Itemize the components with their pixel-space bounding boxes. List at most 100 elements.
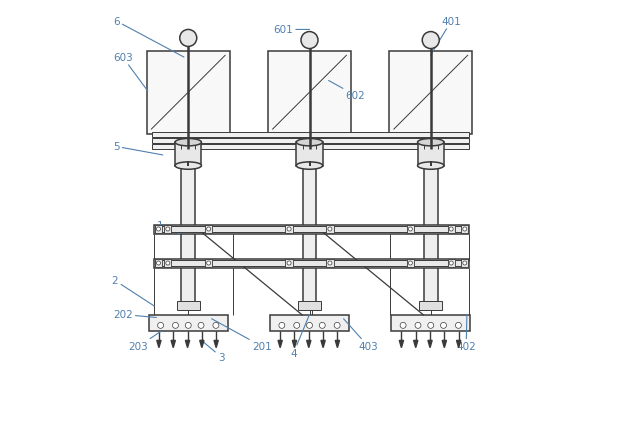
Bar xyxy=(177,301,200,310)
Circle shape xyxy=(207,227,210,231)
Circle shape xyxy=(279,322,285,329)
Text: 601: 601 xyxy=(274,25,310,35)
Bar xyxy=(155,227,468,233)
Text: 401: 401 xyxy=(431,17,461,56)
Bar xyxy=(407,260,414,267)
Circle shape xyxy=(306,322,313,329)
Bar xyxy=(149,316,228,332)
Ellipse shape xyxy=(418,163,444,170)
Circle shape xyxy=(287,261,291,265)
Bar xyxy=(419,301,442,310)
Ellipse shape xyxy=(297,163,322,170)
Bar xyxy=(181,162,195,306)
Circle shape xyxy=(409,227,412,231)
Circle shape xyxy=(173,322,178,329)
Circle shape xyxy=(456,322,461,329)
Bar xyxy=(285,226,293,233)
Bar xyxy=(448,226,455,233)
Bar xyxy=(297,143,322,166)
Text: 4: 4 xyxy=(290,315,310,358)
Circle shape xyxy=(409,261,412,265)
Polygon shape xyxy=(335,341,340,348)
Bar xyxy=(285,260,293,267)
Polygon shape xyxy=(457,341,461,348)
Bar xyxy=(205,260,212,267)
Circle shape xyxy=(334,322,340,329)
Text: 602: 602 xyxy=(329,81,365,101)
Bar xyxy=(298,301,321,310)
Circle shape xyxy=(328,261,332,265)
Polygon shape xyxy=(200,341,204,348)
Circle shape xyxy=(166,261,170,265)
Bar xyxy=(154,260,469,268)
Text: 402: 402 xyxy=(456,315,476,352)
Circle shape xyxy=(157,261,160,265)
Bar xyxy=(268,52,351,134)
Circle shape xyxy=(449,227,453,231)
Circle shape xyxy=(463,227,467,231)
Bar xyxy=(407,226,414,233)
Bar xyxy=(152,139,469,143)
Circle shape xyxy=(301,33,318,49)
Text: 403: 403 xyxy=(344,319,378,352)
Bar xyxy=(155,226,162,233)
Bar xyxy=(155,260,162,267)
Text: 203: 203 xyxy=(129,332,160,352)
Bar xyxy=(461,260,469,267)
Text: 6: 6 xyxy=(113,17,184,58)
Bar xyxy=(461,226,469,233)
Circle shape xyxy=(157,227,160,231)
Text: 603: 603 xyxy=(113,53,148,92)
Text: 3: 3 xyxy=(201,340,225,362)
Bar xyxy=(155,261,468,267)
Circle shape xyxy=(319,322,325,329)
Circle shape xyxy=(415,322,421,329)
Polygon shape xyxy=(292,341,297,348)
Polygon shape xyxy=(442,341,446,348)
Polygon shape xyxy=(157,341,161,348)
Text: 201: 201 xyxy=(212,319,272,352)
Bar xyxy=(175,143,201,166)
Bar xyxy=(164,226,171,233)
Bar xyxy=(418,143,444,166)
Polygon shape xyxy=(278,341,282,348)
Circle shape xyxy=(441,322,446,329)
Circle shape xyxy=(449,261,453,265)
Polygon shape xyxy=(428,341,432,348)
Text: 1: 1 xyxy=(157,221,180,234)
Bar xyxy=(303,162,316,306)
Polygon shape xyxy=(186,341,189,348)
Circle shape xyxy=(166,227,170,231)
Polygon shape xyxy=(306,341,311,348)
Circle shape xyxy=(185,322,191,329)
Circle shape xyxy=(400,322,406,329)
Polygon shape xyxy=(214,341,219,348)
Bar xyxy=(164,260,171,267)
Ellipse shape xyxy=(297,139,322,147)
Ellipse shape xyxy=(418,139,444,147)
Text: 2: 2 xyxy=(111,276,154,306)
Ellipse shape xyxy=(175,139,201,147)
Bar xyxy=(391,316,470,332)
Bar xyxy=(205,226,212,233)
Bar xyxy=(389,52,472,134)
Circle shape xyxy=(207,261,210,265)
Circle shape xyxy=(198,322,204,329)
Circle shape xyxy=(428,322,434,329)
Polygon shape xyxy=(413,341,418,348)
Polygon shape xyxy=(321,341,325,348)
Bar xyxy=(448,260,455,267)
Circle shape xyxy=(213,322,219,329)
Circle shape xyxy=(328,227,332,231)
Circle shape xyxy=(463,261,467,265)
Circle shape xyxy=(180,31,197,47)
Bar xyxy=(326,226,334,233)
Text: 5: 5 xyxy=(113,142,163,156)
Polygon shape xyxy=(171,341,175,348)
Circle shape xyxy=(158,322,163,329)
Bar xyxy=(154,226,469,234)
Ellipse shape xyxy=(175,163,201,170)
Bar xyxy=(147,52,230,134)
Circle shape xyxy=(287,227,291,231)
Bar xyxy=(152,145,469,149)
